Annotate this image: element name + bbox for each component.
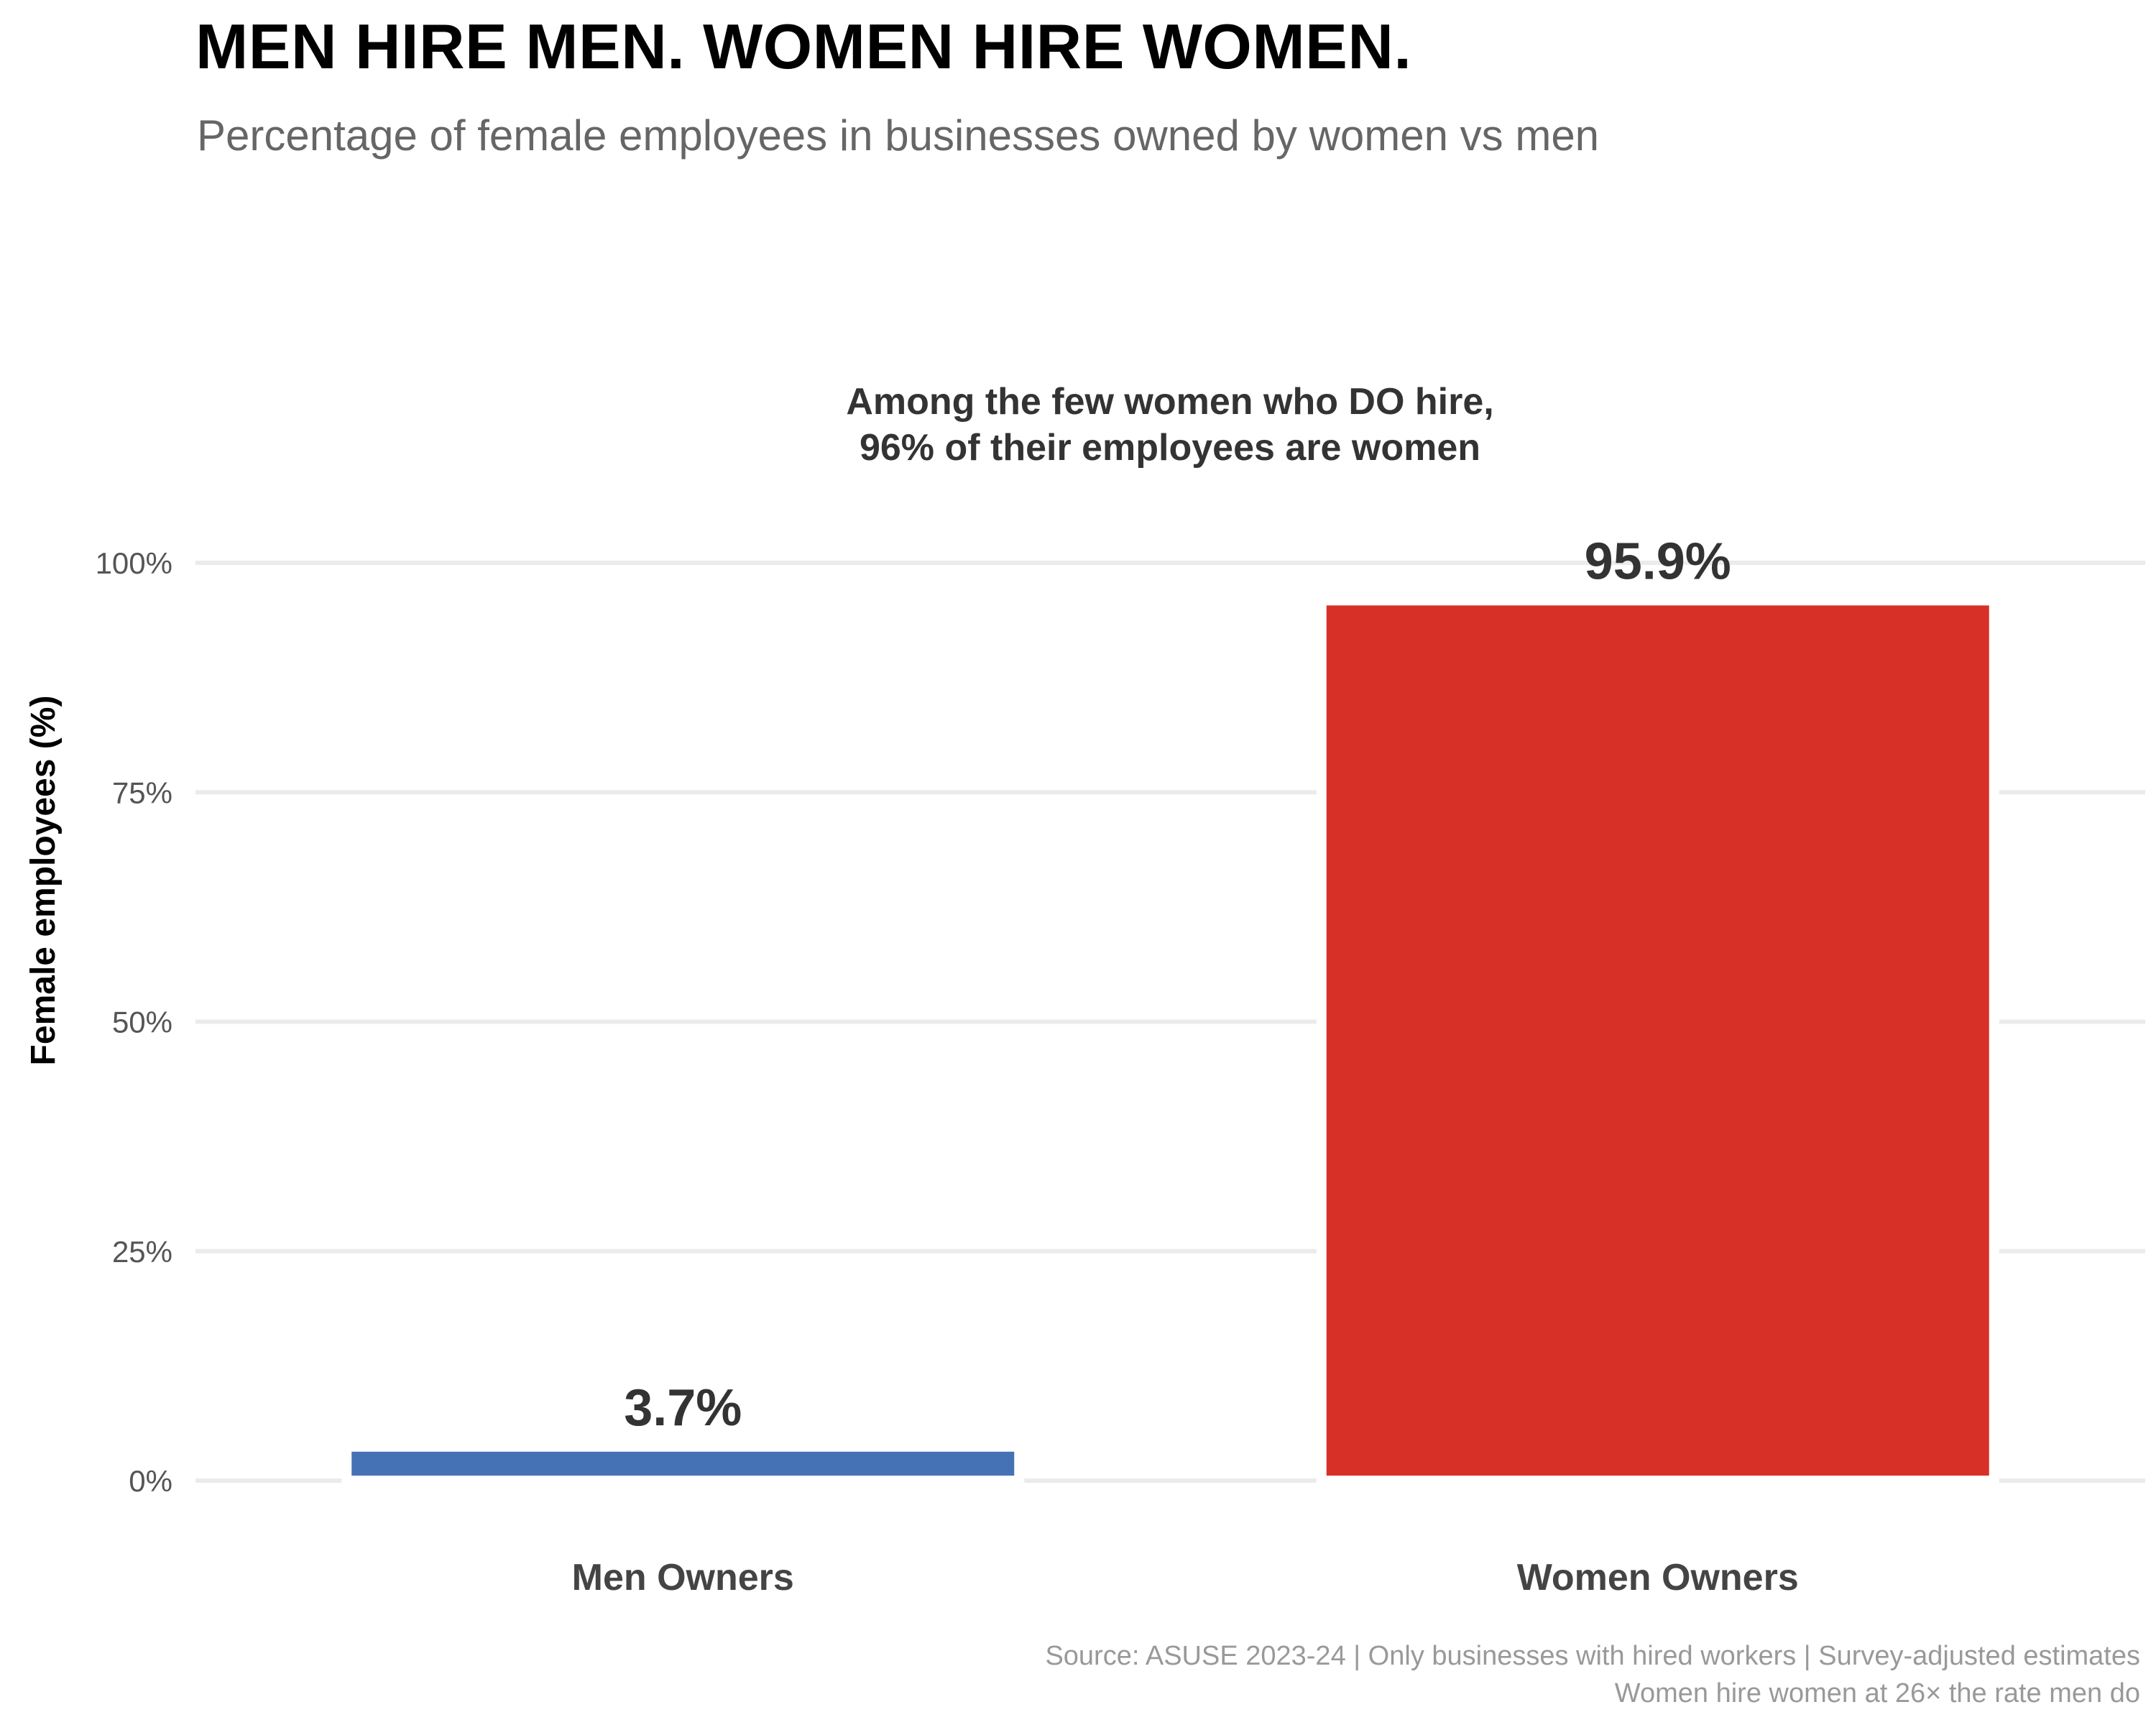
annotation-line-2: 96% of their employees are women (860, 427, 1480, 469)
annotation-line-1: Among the few women who DO hire, (846, 381, 1493, 423)
labels: 0% 25% 50% 75% 100% 3.7% Men Owners 95.9% Women … (96, 533, 1799, 1598)
bar-men-owners (341, 1441, 1025, 1486)
y-tick-label: 50% (112, 1006, 172, 1039)
x-category-label: Women Owners (1517, 1557, 1799, 1598)
bar-value-label: 3.7% (624, 1379, 742, 1437)
chart-title: MEN HIRE MEN. WOMEN HIRE WOMEN. (195, 11, 1412, 82)
bar-chart: 0% 25% 50% 75% 100% 3.7% Men Owners 95.9% Women … (24, 381, 2145, 1598)
bar-women-owners (1316, 595, 1999, 1486)
bar-value-label: 95.9% (1585, 533, 1731, 590)
y-tick-label: 25% (112, 1235, 172, 1269)
x-category-label: Men Owners (572, 1557, 794, 1598)
bars (341, 595, 1999, 1486)
y-tick-label: 0% (129, 1464, 172, 1498)
y-tick-label: 100% (96, 546, 172, 580)
chart-subtitle: Percentage of female employees in busine… (197, 111, 1600, 160)
caption-source: Source: ASUSE 2023-24 | Only businesses … (1045, 1641, 2140, 1671)
y-axis-label: Female employees (%) (24, 696, 63, 1066)
caption-note: Women hire women at 26× the rate men do (1614, 1678, 2140, 1708)
caption: Source: ASUSE 2023-24 | Only businesses … (1045, 1637, 2140, 1712)
y-tick-label: 75% (112, 776, 172, 809)
